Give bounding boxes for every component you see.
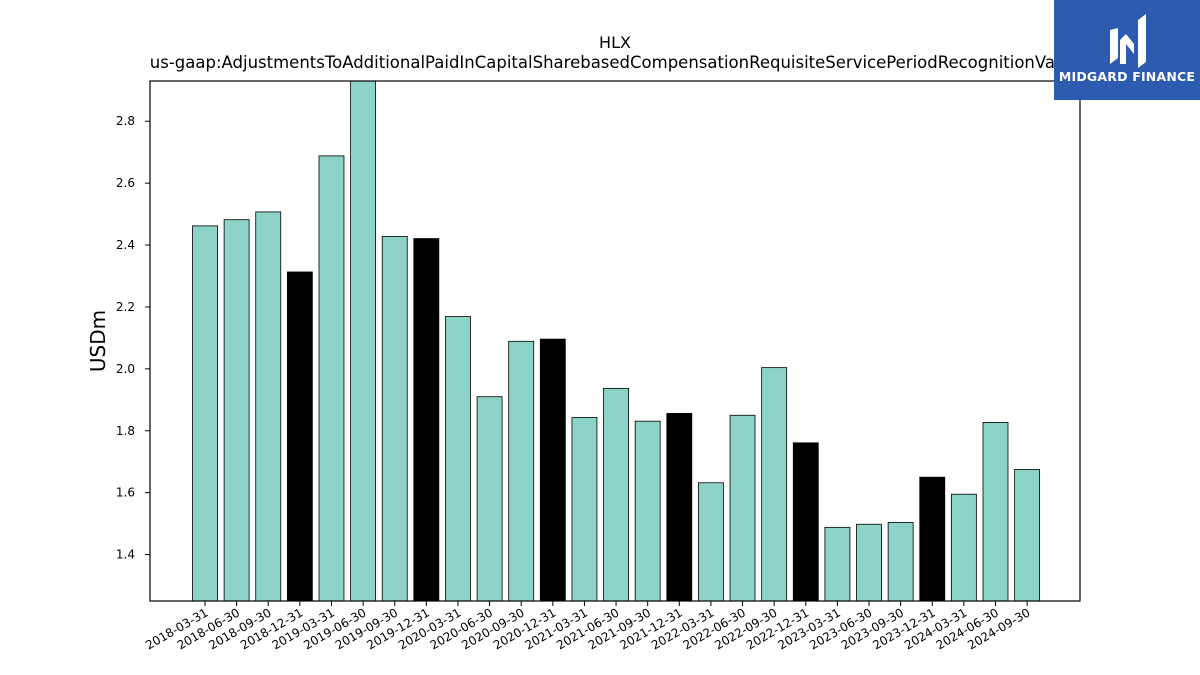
bar-2022-06-30 bbox=[729, 414, 756, 602]
bar-2020-06-30 bbox=[476, 396, 503, 602]
bar-2020-12-31 bbox=[539, 338, 566, 602]
y-axis-label: USDm bbox=[86, 310, 110, 372]
x-ticks-layer: 2018-03-312018-06-302018-09-302018-12-31… bbox=[143, 601, 1033, 652]
plot-frame bbox=[149, 80, 1081, 602]
bar-2018-06-30 bbox=[223, 219, 250, 602]
bar-2024-03-31 bbox=[950, 493, 977, 602]
bar-2023-03-31 bbox=[824, 526, 851, 602]
y-tick-label: 1.4 bbox=[116, 548, 135, 562]
bar-2021-12-31 bbox=[666, 413, 693, 602]
bar-2021-06-30 bbox=[603, 387, 629, 602]
bar-2018-03-31 bbox=[192, 225, 218, 602]
bar-2019-06-30 bbox=[350, 80, 377, 602]
bar-2022-03-31 bbox=[698, 482, 724, 602]
y-tick-label: 2.0 bbox=[116, 362, 135, 376]
bar-2021-03-31 bbox=[571, 417, 598, 602]
bar-2019-09-30 bbox=[381, 235, 408, 602]
chart-subtitle: us-gaap:AdjustmentsToAdditionalPaidInCap… bbox=[150, 53, 1080, 72]
y-tick-label: 2.4 bbox=[116, 238, 135, 252]
bar-2021-09-30 bbox=[634, 420, 661, 602]
bar-2020-09-30 bbox=[508, 340, 535, 602]
bars-layer bbox=[192, 80, 1041, 602]
bar-2022-12-31 bbox=[792, 442, 819, 602]
bar-2022-09-30 bbox=[761, 367, 788, 602]
bar-2024-09-30 bbox=[1014, 469, 1041, 602]
y-tick-label: 2.8 bbox=[116, 114, 135, 128]
bar-2023-06-30 bbox=[856, 523, 882, 602]
y-tick-label: 2.6 bbox=[116, 176, 135, 190]
bar-2019-03-31 bbox=[318, 155, 345, 602]
bar-2023-09-30 bbox=[887, 521, 914, 602]
bar-2020-03-31 bbox=[445, 316, 471, 602]
bar-2019-12-31 bbox=[413, 238, 440, 602]
bar-2024-06-30 bbox=[982, 421, 1009, 602]
y-tick-label: 1.6 bbox=[116, 486, 135, 500]
bar-2018-12-31 bbox=[286, 271, 313, 602]
y-tick-label: 2.2 bbox=[116, 300, 135, 314]
y-tick-label: 1.8 bbox=[116, 424, 135, 438]
brand-logo: MIDGARD FINANCE bbox=[1054, 0, 1200, 100]
logo-text: MIDGARD FINANCE bbox=[1058, 69, 1196, 84]
bar-2023-12-31 bbox=[919, 476, 946, 602]
midgard-logo-icon bbox=[1054, 0, 1200, 100]
bar-2018-09-30 bbox=[255, 211, 282, 602]
chart-title: HLX bbox=[599, 33, 631, 52]
y-ticks-layer: 1.4 1.6 1.8 2.0 2.2 2.4 2.6 2.8 bbox=[116, 114, 150, 562]
